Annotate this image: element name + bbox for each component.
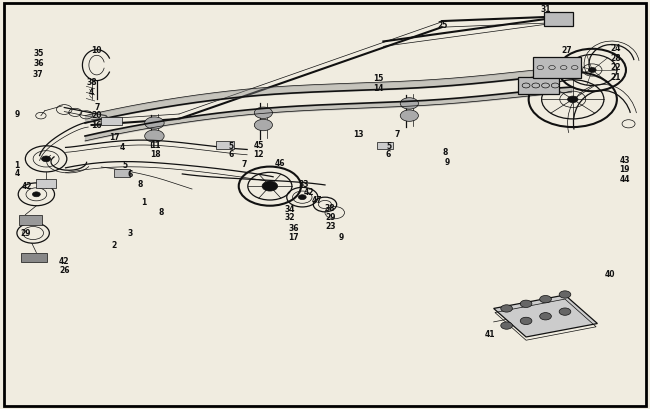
Text: 5: 5: [123, 161, 128, 170]
Text: 43: 43: [619, 156, 630, 165]
Text: 7: 7: [94, 103, 99, 112]
Text: 17: 17: [109, 133, 120, 142]
Polygon shape: [493, 295, 597, 337]
Circle shape: [559, 291, 571, 298]
Text: 35: 35: [33, 49, 44, 58]
Bar: [216, 141, 234, 149]
Text: 34: 34: [284, 205, 294, 214]
Text: 10: 10: [92, 46, 102, 55]
Text: 7: 7: [241, 160, 246, 169]
Circle shape: [520, 300, 532, 308]
Bar: [377, 142, 393, 149]
Text: 40: 40: [605, 270, 616, 279]
Text: 8: 8: [442, 148, 448, 157]
Text: 6: 6: [228, 150, 233, 159]
Text: 18: 18: [150, 150, 161, 159]
Text: 11: 11: [150, 141, 161, 150]
Text: 5: 5: [228, 142, 233, 151]
Text: 36: 36: [289, 224, 299, 233]
Text: 38: 38: [325, 204, 335, 213]
Text: 27: 27: [561, 46, 571, 55]
Circle shape: [559, 308, 571, 315]
Text: 8: 8: [159, 208, 164, 217]
Text: 3: 3: [128, 229, 133, 238]
Text: 25: 25: [438, 21, 448, 30]
Text: 26: 26: [59, 266, 70, 275]
Text: 23: 23: [325, 222, 335, 231]
Text: 1: 1: [14, 161, 20, 170]
Text: 31: 31: [540, 5, 551, 14]
Bar: [114, 169, 131, 177]
Text: 15: 15: [373, 74, 384, 83]
Text: 44: 44: [619, 175, 630, 184]
Text: 33: 33: [299, 180, 309, 189]
Circle shape: [400, 98, 419, 109]
Text: 4: 4: [120, 143, 125, 152]
Text: 41: 41: [485, 330, 496, 339]
Text: 9: 9: [339, 233, 344, 242]
Text: 36: 36: [33, 59, 44, 68]
Text: 22: 22: [610, 63, 621, 72]
Text: 47: 47: [312, 196, 322, 205]
Text: 29: 29: [325, 213, 335, 222]
Text: 20: 20: [92, 111, 102, 120]
Circle shape: [32, 192, 40, 197]
Bar: [19, 215, 42, 225]
Bar: [544, 12, 573, 26]
Circle shape: [500, 322, 512, 329]
Bar: [518, 77, 558, 94]
Circle shape: [540, 312, 551, 320]
Text: 32: 32: [284, 213, 294, 222]
Circle shape: [262, 181, 278, 191]
Text: 37: 37: [33, 70, 44, 79]
Circle shape: [500, 305, 512, 312]
Text: 12: 12: [254, 150, 264, 159]
Text: 46: 46: [274, 159, 285, 168]
Text: 9: 9: [445, 158, 450, 167]
Text: 42: 42: [59, 257, 70, 266]
Text: 1: 1: [141, 198, 146, 207]
Circle shape: [567, 96, 578, 103]
Text: 42: 42: [21, 182, 32, 191]
Text: 29: 29: [20, 229, 31, 238]
Text: 42: 42: [304, 188, 314, 197]
Circle shape: [254, 119, 272, 131]
Bar: [21, 254, 47, 263]
Text: 19: 19: [619, 165, 630, 174]
Text: 14: 14: [373, 84, 384, 93]
Text: 9: 9: [14, 110, 20, 119]
Bar: [36, 179, 56, 188]
Text: 2: 2: [112, 241, 117, 250]
Circle shape: [42, 156, 51, 162]
Bar: [101, 117, 122, 125]
Text: 38: 38: [86, 78, 97, 87]
Text: 7: 7: [395, 130, 400, 139]
Text: 5: 5: [386, 142, 391, 151]
Circle shape: [520, 317, 532, 325]
Circle shape: [400, 110, 419, 121]
Text: 21: 21: [610, 73, 621, 82]
Circle shape: [254, 107, 272, 119]
Text: 45: 45: [254, 141, 264, 150]
Bar: [532, 57, 581, 78]
Text: 6: 6: [386, 150, 391, 159]
Text: 28: 28: [610, 54, 621, 63]
Text: 6: 6: [128, 170, 133, 179]
Text: 4: 4: [14, 169, 20, 178]
Text: 17: 17: [289, 233, 299, 242]
Text: 16: 16: [92, 121, 102, 130]
Circle shape: [540, 295, 551, 303]
Text: 24: 24: [610, 44, 621, 53]
Circle shape: [588, 67, 596, 72]
Circle shape: [298, 195, 306, 200]
Circle shape: [145, 130, 164, 142]
Text: 13: 13: [354, 130, 364, 139]
Text: 4: 4: [89, 88, 94, 97]
Text: 8: 8: [137, 180, 143, 189]
Circle shape: [145, 117, 164, 129]
